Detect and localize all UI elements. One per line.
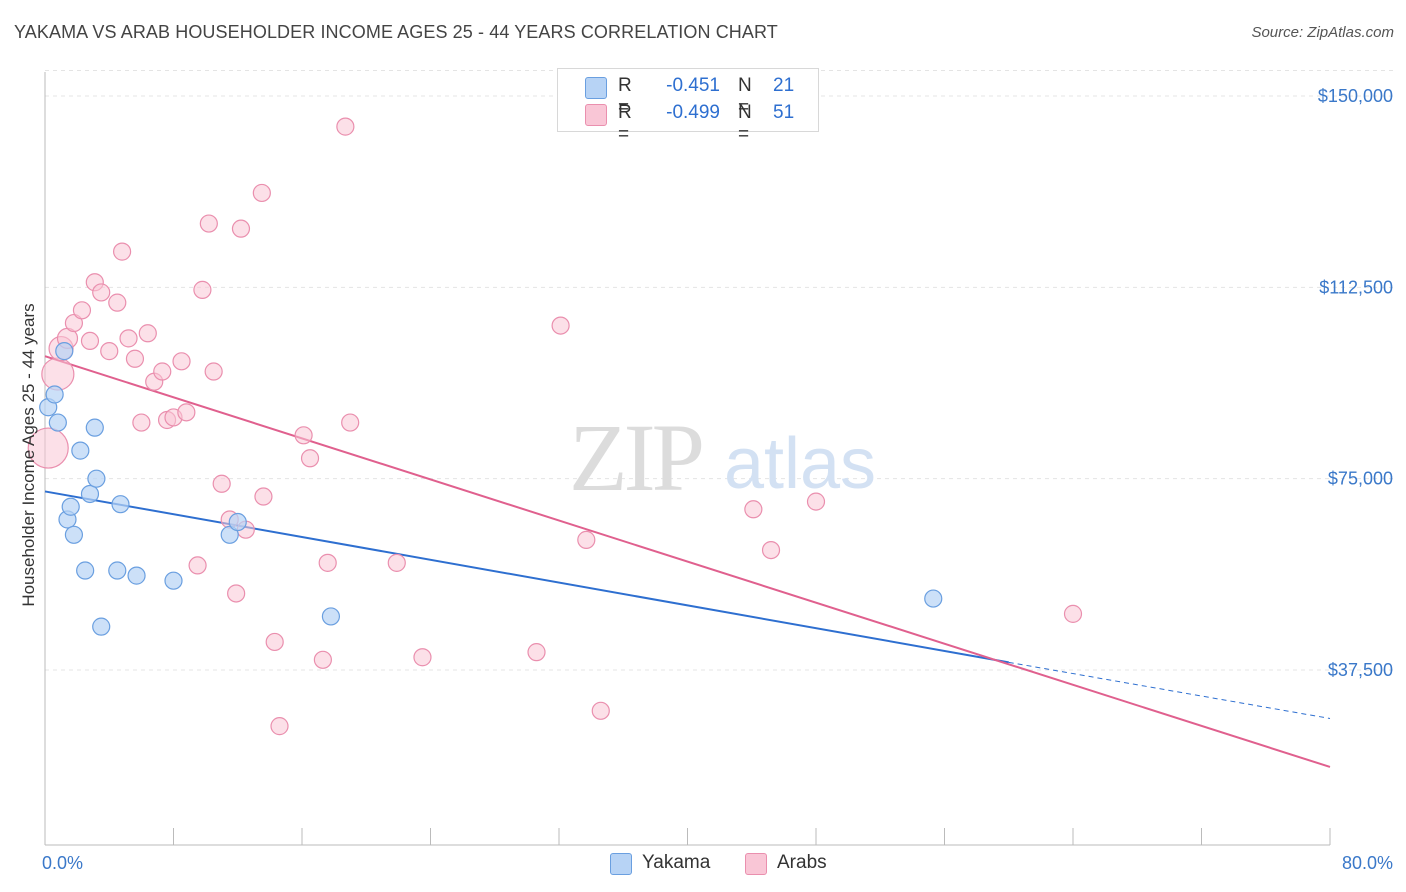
yakama-n-label: N = xyxy=(738,75,752,118)
arabs-n-label: N = xyxy=(738,102,752,145)
arabs-point xyxy=(100,342,119,361)
yakama-n-value: 21 xyxy=(773,75,795,96)
arabs-point xyxy=(199,214,218,233)
arabs-point xyxy=(300,449,320,468)
yakama-point xyxy=(228,512,247,532)
arabs-trend-line xyxy=(44,355,1331,768)
arabs-point xyxy=(336,117,355,136)
arabs-point xyxy=(92,283,111,302)
yakama-point xyxy=(924,589,943,608)
arabs-point xyxy=(387,553,406,572)
arabs-point xyxy=(80,331,100,351)
yakama-point xyxy=(80,484,100,504)
arabs-point xyxy=(252,183,271,203)
legend-yakama-swatch xyxy=(610,853,632,875)
yakama-point xyxy=(87,469,106,488)
arabs-point xyxy=(108,293,127,312)
watermark: ZIP atlas xyxy=(569,404,876,511)
watermark-zip: ZIP xyxy=(569,404,702,511)
arabs-point xyxy=(172,352,191,371)
arabs-point xyxy=(591,701,610,720)
arabs-point xyxy=(177,403,196,422)
arabs-point xyxy=(227,584,246,603)
y-tick-label-3: $37,500 xyxy=(1328,660,1393,680)
tick-labels: $150,000 $112,500 $75,000 $37,500 0.0% 80.0% xyxy=(42,86,1393,873)
arabs-point xyxy=(341,413,360,432)
yakama-point xyxy=(76,561,95,580)
y-tick-label-2: $75,000 xyxy=(1328,469,1393,489)
arabs-point xyxy=(270,717,289,736)
arabs-swatch xyxy=(585,104,607,126)
x-tick-label-max: 80.0% xyxy=(1342,853,1393,873)
arabs-point xyxy=(413,648,432,667)
yakama-point xyxy=(55,342,74,361)
arabs-point xyxy=(254,487,273,506)
yakama-point xyxy=(108,561,127,580)
arabs-point xyxy=(193,280,212,299)
yakama-r-value: -0.451 xyxy=(666,75,720,96)
axes xyxy=(44,72,1331,846)
yakama-point xyxy=(164,571,183,590)
arabs-point xyxy=(231,219,251,238)
yakama-point xyxy=(61,497,80,516)
arabs-point xyxy=(112,242,132,261)
legend-arabs-label: Arabs xyxy=(777,852,827,873)
yakama-point xyxy=(48,413,67,432)
trend-lines xyxy=(44,355,1331,768)
yakama-point xyxy=(85,418,104,437)
arabs-point xyxy=(294,426,313,445)
arabs-point xyxy=(41,357,75,391)
arabs-point xyxy=(138,324,157,343)
yakama-point xyxy=(45,385,64,404)
yakama-point xyxy=(321,607,341,626)
arabs-r-label: R = xyxy=(618,102,632,145)
x-tick-label-min: 0.0% xyxy=(42,853,83,873)
arabs-r-value: -0.499 xyxy=(666,102,720,123)
yakama-r-label: R = xyxy=(618,75,632,118)
arabs-point xyxy=(153,362,172,381)
arabs-point xyxy=(72,301,92,320)
y-tick-label-0: $150,000 xyxy=(1318,86,1393,106)
data-points xyxy=(27,117,1083,736)
y-tick-label-1: $112,500 xyxy=(1319,277,1393,297)
source-label: Source: ZipAtlas.com xyxy=(1251,24,1394,41)
yakama-swatch xyxy=(585,77,607,99)
legend-yakama-label: Yakama xyxy=(642,852,711,873)
yakama-trend-line-extension xyxy=(1008,661,1331,719)
arabs-point xyxy=(1063,604,1083,623)
arabs-point xyxy=(125,349,145,368)
arabs-point xyxy=(27,427,69,469)
arabs-point xyxy=(761,540,781,560)
arabs-point xyxy=(204,362,223,381)
arabs-point xyxy=(119,329,138,348)
legend-arabs-swatch xyxy=(745,853,767,875)
y-axis-label: Householder Income Ages 25 - 44 years xyxy=(19,303,38,607)
yakama-trend-line xyxy=(44,490,1009,664)
yakama-point xyxy=(71,441,90,460)
yakama-point xyxy=(64,525,84,544)
arabs-point xyxy=(577,530,596,549)
arabs-point xyxy=(551,316,570,335)
watermark-atlas: atlas xyxy=(724,424,876,504)
arabs-point xyxy=(744,500,763,519)
gridlines xyxy=(45,69,1395,671)
arabs-point xyxy=(132,413,151,432)
correlation-stats-box: R = -0.451 N = 21 R = -0.499 N = 51 xyxy=(557,68,819,145)
arabs-point xyxy=(212,474,231,493)
yakama-point xyxy=(127,566,146,585)
arabs-point xyxy=(806,492,826,511)
yakama-point xyxy=(111,495,130,514)
arabs-point xyxy=(265,632,284,652)
arabs-point xyxy=(188,556,207,575)
arabs-n-value: 51 xyxy=(773,102,795,123)
arabs-point xyxy=(527,643,546,662)
yakama-point xyxy=(92,617,111,636)
chart-title: YAKAMA VS ARAB HOUSEHOLDER INCOME AGES 2… xyxy=(14,22,778,42)
arabs-point xyxy=(318,553,337,572)
arabs-point xyxy=(313,650,332,669)
